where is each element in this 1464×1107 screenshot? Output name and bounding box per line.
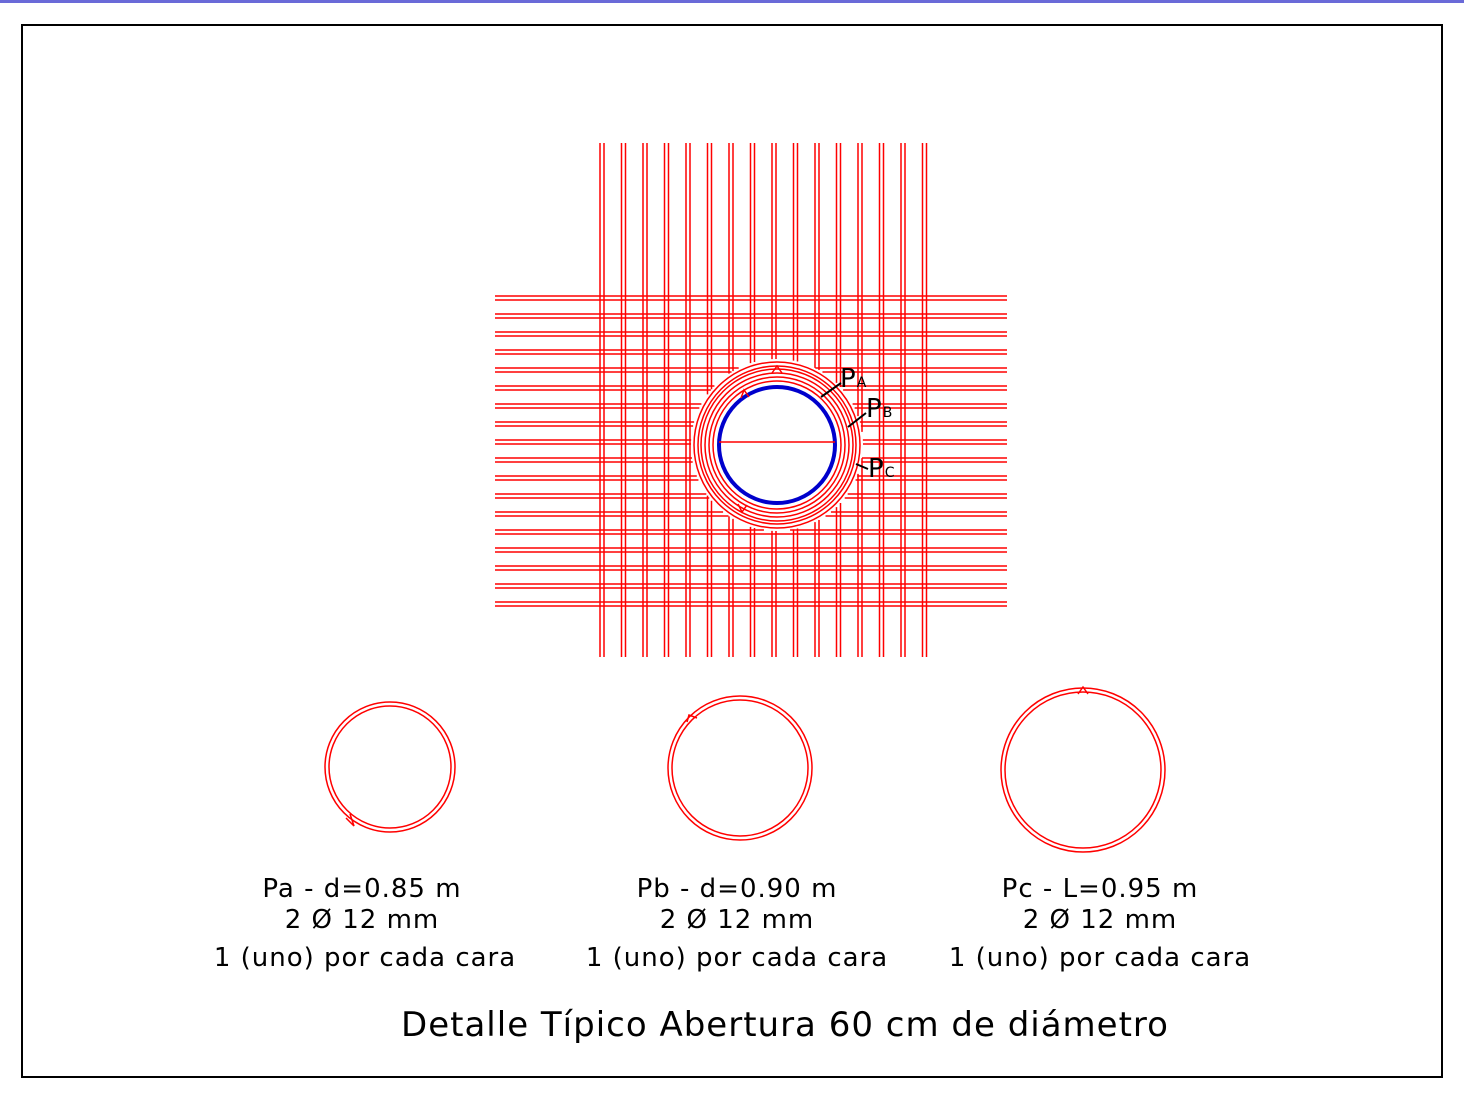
reinforcement-ring xyxy=(704,372,850,518)
opening-circle xyxy=(717,385,837,505)
bar-pc-name: Pc - L=0.95 m xyxy=(1002,874,1199,904)
bar-pb-count: 2 Ø 12 mm xyxy=(660,905,815,935)
bar-pc-note: 1 (uno) por cada cara xyxy=(949,943,1251,973)
callout-leader-b xyxy=(847,412,867,428)
bar-pa-arrow xyxy=(345,813,355,827)
bar-pb-label: Pb - d=0.90 m 2 Ø 12 mm 1 (uno) por cada… xyxy=(586,874,888,973)
ring-arrow-upper-left xyxy=(740,388,750,399)
bar-pb-shape xyxy=(667,695,813,841)
callout-leader-a xyxy=(820,382,842,398)
bar-pa-shape xyxy=(324,701,456,833)
reinforcement-ring xyxy=(700,368,854,522)
reinforcement-ring xyxy=(708,376,846,514)
bar-pc-shape xyxy=(1000,685,1166,853)
bar-pc-arrow xyxy=(1077,685,1089,695)
callout-label-c: PC xyxy=(868,454,895,484)
bar-pb-arrow xyxy=(686,714,698,723)
bar-pc-count: 2 Ø 12 mm xyxy=(1023,905,1178,935)
top-rule xyxy=(0,0,1464,3)
bar-pa-name: Pa - d=0.85 m xyxy=(262,874,461,904)
vertical-rebar-mesh xyxy=(599,143,928,657)
ring-arrow-top xyxy=(771,364,783,374)
bar-pa-note: 1 (uno) por cada cara xyxy=(214,943,516,973)
drawing-title: Detalle Típico Abertura 60 cm de diámetr… xyxy=(401,1005,1169,1045)
bar-pa-count: 2 Ø 12 mm xyxy=(285,905,440,935)
reinforcement-ring xyxy=(712,380,842,510)
bar-pa-label: Pa - d=0.85 m 2 Ø 12 mm 1 (uno) por cada… xyxy=(214,874,516,973)
callout-label-b: PB xyxy=(866,394,892,424)
drawing-frame xyxy=(21,24,1443,1078)
callout-leader-c xyxy=(855,463,869,470)
bar-pb-name: Pb - d=0.90 m xyxy=(637,874,838,904)
bar-pc-label: Pc - L=0.95 m 2 Ø 12 mm 1 (uno) por cada… xyxy=(949,874,1251,973)
bar-pb-note: 1 (uno) por cada cara xyxy=(586,943,888,973)
horizontal-rebar-mesh xyxy=(495,295,1007,607)
ring-arrow-lower-left xyxy=(737,503,748,514)
callout-label-a: PA xyxy=(840,364,867,394)
